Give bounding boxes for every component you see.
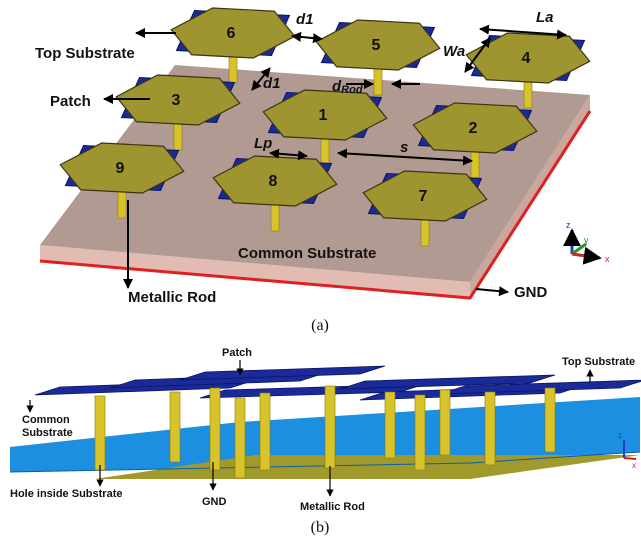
patch-number: 9 — [116, 160, 125, 177]
label: Hole inside Substrate — [10, 488, 122, 500]
label: Patch — [50, 93, 91, 110]
dimension-label: d1 — [296, 11, 314, 28]
patch-number: 2 — [469, 120, 478, 137]
rod-array — [34, 365, 641, 479]
axis-triad: z x — [618, 431, 637, 470]
metallic-rod — [94, 395, 106, 471]
label: Common — [22, 414, 70, 426]
dimension-label: Lp — [254, 135, 272, 152]
dimension-subscript: Rod — [341, 84, 363, 96]
label: Substrate — [22, 427, 73, 439]
dimension-arrow — [269, 148, 308, 161]
axis-label: y — [584, 235, 589, 245]
dimension-arrow — [291, 31, 323, 44]
axis-label: x — [605, 254, 610, 264]
label: Patch — [222, 347, 252, 359]
label: Metallic Rod — [300, 501, 365, 513]
patch — [315, 19, 441, 71]
patch-number: 7 — [419, 188, 428, 205]
dimension-label: s — [400, 139, 408, 156]
dimension-label: d1 — [263, 75, 281, 92]
label: Top Substrate — [562, 356, 635, 368]
label: Common Substrate — [238, 245, 376, 262]
axis-label: x — [632, 461, 636, 470]
label: GND — [202, 496, 227, 508]
axis-label: z — [618, 431, 622, 440]
axis-label: z — [566, 220, 571, 230]
metallic-rod — [544, 387, 556, 453]
patch — [362, 170, 488, 222]
caption: (a) — [311, 317, 329, 334]
label: GND — [514, 284, 548, 301]
patch-number: 3 — [172, 92, 181, 109]
dimension-arrow — [464, 37, 491, 73]
patch-number: 4 — [522, 50, 531, 67]
dimension-arrow — [337, 148, 473, 166]
axis-triad: z y x — [563, 220, 610, 265]
caption: (b) — [311, 519, 330, 536]
patch — [262, 89, 388, 141]
top-substrate — [439, 379, 641, 395]
metallic-rod — [414, 394, 426, 471]
metallic-rod — [484, 391, 496, 466]
metallic-rod — [259, 392, 271, 471]
dimension-label: La — [536, 9, 554, 26]
top-substrate — [339, 374, 556, 390]
dimension-label: dRod — [332, 78, 363, 96]
patch-number: 5 — [372, 37, 381, 54]
metallic-rod — [384, 391, 396, 459]
metallic-rod — [324, 385, 336, 469]
metallic-rod — [234, 397, 246, 479]
arrow — [475, 286, 509, 297]
dimension-label: d — [332, 78, 342, 95]
label: Metallic Rod — [128, 289, 216, 306]
metallic-rod — [169, 391, 181, 463]
patch-number: 6 — [227, 25, 236, 42]
dimension-label: Wa — [443, 43, 465, 60]
dimension-arrow — [251, 67, 271, 91]
patch — [212, 155, 338, 207]
patch — [115, 74, 241, 126]
patch — [59, 142, 185, 194]
dimension-arrow — [479, 24, 567, 40]
metallic-rod — [439, 389, 451, 456]
patch-number: 1 — [319, 107, 328, 124]
patch-number: 8 — [269, 173, 278, 190]
metallic-rod — [209, 387, 221, 471]
top-substrate — [179, 365, 386, 381]
label: Top Substrate — [35, 45, 135, 62]
